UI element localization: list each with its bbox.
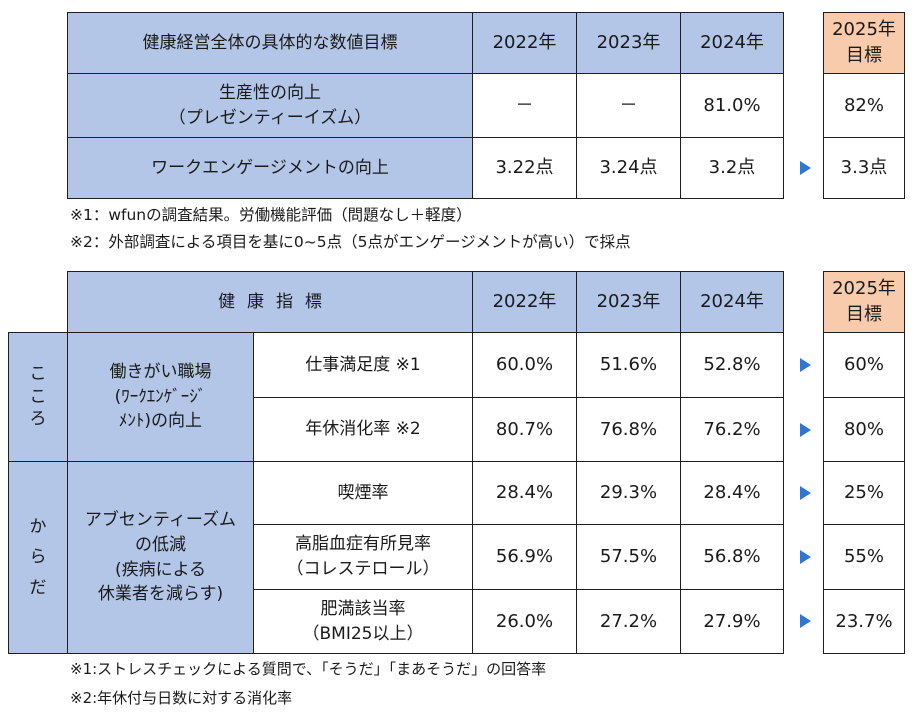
table2-header-title: 健康指標 — [67, 271, 473, 333]
category-line: (ﾜｰｸｴﾝｹﾞｰｼﾞ — [114, 386, 207, 407]
row-smoking-2024: 28.4% — [680, 461, 784, 525]
table1-row-engagement-target: 3.3点 — [823, 137, 905, 199]
row-smoking-2022: 28.4% — [472, 461, 577, 525]
group-char: か — [29, 516, 47, 537]
table1-row-productivity-2023: － — [576, 73, 681, 138]
table2-header-title-text: 健康指標 — [218, 291, 334, 312]
table1-row-productivity-2024: 81.0% — [680, 73, 784, 138]
row-annual-leave-target: 80% — [823, 397, 905, 462]
right-triangle-icon — [800, 550, 811, 564]
table1-row-engagement-2023: 3.24点 — [576, 137, 681, 199]
right-triangle-icon — [800, 614, 811, 628]
table2-note-2: ※2:年休付与日数に対する消化率 — [70, 689, 293, 707]
category-line: の低減 — [135, 534, 186, 555]
group-char: ら — [29, 547, 47, 568]
table1-header-2023: 2023年 — [576, 12, 681, 74]
target-line2: 目標 — [846, 304, 882, 325]
label-line2: （BMI25以上） — [302, 623, 424, 644]
group-karada-category: アブセンティーズム の低減 (疾病による 休業者を減らす) — [67, 461, 254, 654]
label-line1: 高脂血症有所見率 — [295, 534, 431, 555]
right-triangle-icon — [800, 423, 811, 437]
group-char: だ — [29, 577, 47, 598]
table1-row-engagement-2022: 3.22点 — [472, 137, 577, 199]
row-annual-leave-2024: 76.2% — [680, 397, 784, 462]
table1-row-productivity-label: 生産性の向上 （プレゼンティーイズム） — [67, 73, 473, 138]
table1-row-engagement-2024: 3.2点 — [680, 137, 784, 199]
label-line1: 生産性の向上 — [219, 82, 321, 103]
right-triangle-icon — [800, 358, 811, 372]
row-job-satisfaction-target: 60% — [823, 332, 905, 398]
table1-note-2: ※2：外部調査による項目を基に0~5点（5点がエンゲージメントが高い）で採点 — [70, 233, 631, 251]
row-hyperlipidemia-2023: 57.5% — [576, 524, 681, 590]
row-smoking-target: 25% — [823, 461, 905, 525]
row-obesity-target: 23.7% — [823, 589, 905, 654]
group-karada-name: か ら だ — [8, 461, 68, 654]
target-line1: 2025年 — [832, 18, 896, 40]
row-job-satisfaction-2022: 60.0% — [472, 332, 577, 398]
table2-header-target: 2025年 目標 — [823, 271, 905, 333]
row-annual-leave-2023: 76.8% — [576, 397, 681, 462]
table1-note-1: ※1：wfunの調査結果。労働機能評価（問題なし＋軽度） — [70, 206, 472, 224]
right-triangle-icon — [800, 486, 811, 500]
table1-header-2024: 2024年 — [680, 12, 784, 74]
row-hyperlipidemia-2022: 56.9% — [472, 524, 577, 590]
table2-header-2022: 2022年 — [472, 271, 577, 333]
category-line: ﾒﾝﾄ)の向上 — [118, 411, 203, 432]
category-line: 休業者を減らす) — [97, 584, 224, 605]
label-line2: （コレステロール） — [286, 559, 440, 579]
group-kokoro-name: こ こ ろ — [8, 332, 68, 462]
row-hyperlipidemia-target: 55% — [823, 524, 905, 590]
table1-row-productivity-target: 82% — [823, 73, 905, 138]
category-line: アブセンティーズム — [84, 510, 237, 531]
row-smoking-label: 喫煙率 — [253, 461, 473, 525]
row-annual-leave-label: 年休消化率 ※2 — [253, 397, 473, 462]
category-line: 働きがい職場 — [109, 362, 212, 383]
group-char: こ — [29, 363, 47, 384]
category-line: (疾病による — [114, 559, 207, 580]
row-job-satisfaction-2023: 51.6% — [576, 332, 681, 398]
row-annual-leave-2022: 80.7% — [472, 397, 577, 462]
table1-row-productivity-2022: － — [472, 73, 577, 138]
label-line2: （プレゼンティーイズム） — [168, 107, 372, 128]
group-kokoro-category: 働きがい職場 (ﾜｰｸｴﾝｹﾞｰｼﾞ ﾒﾝﾄ)の向上 — [67, 332, 254, 462]
group-char: こ — [29, 386, 47, 407]
row-obesity-label: 肥満該当率 （BMI25以上） — [253, 589, 473, 654]
row-job-satisfaction-label: 仕事満足度 ※1 — [253, 332, 473, 398]
row-hyperlipidemia-label: 高脂血症有所見率 （コレステロール） — [253, 524, 473, 590]
row-job-satisfaction-2024: 52.8% — [680, 332, 784, 398]
table1-header-title-text: 健康経営全体の具体的な数値目標 — [142, 32, 398, 53]
group-char: ろ — [29, 409, 47, 430]
table1-row-engagement-label: ワークエンゲージメントの向上 — [67, 137, 473, 199]
label-line1: 肥満該当率 — [320, 598, 406, 619]
table2-note-1: ※1:ストレスチェックによる質問で、「そうだ」「まあそうだ」の回答率 — [70, 660, 547, 678]
row-hyperlipidemia-2024: 56.8% — [680, 524, 784, 590]
row-obesity-2024: 27.9% — [680, 589, 784, 654]
row-obesity-2023: 27.2% — [576, 589, 681, 654]
table1-header-target: 2025年 目標 — [823, 12, 905, 74]
table2-header-2023: 2023年 — [576, 271, 681, 333]
table1-header-2022: 2022年 — [472, 12, 577, 74]
right-triangle-icon — [800, 161, 811, 175]
row-smoking-2023: 29.3% — [576, 461, 681, 525]
row-obesity-2022: 26.0% — [472, 589, 577, 654]
target-line2: 目標 — [846, 45, 882, 66]
table2-header-2024: 2024年 — [680, 271, 784, 333]
table1-header-title: 健康経営全体の具体的な数値目標 — [67, 12, 473, 74]
target-line1: 2025年 — [832, 277, 896, 299]
